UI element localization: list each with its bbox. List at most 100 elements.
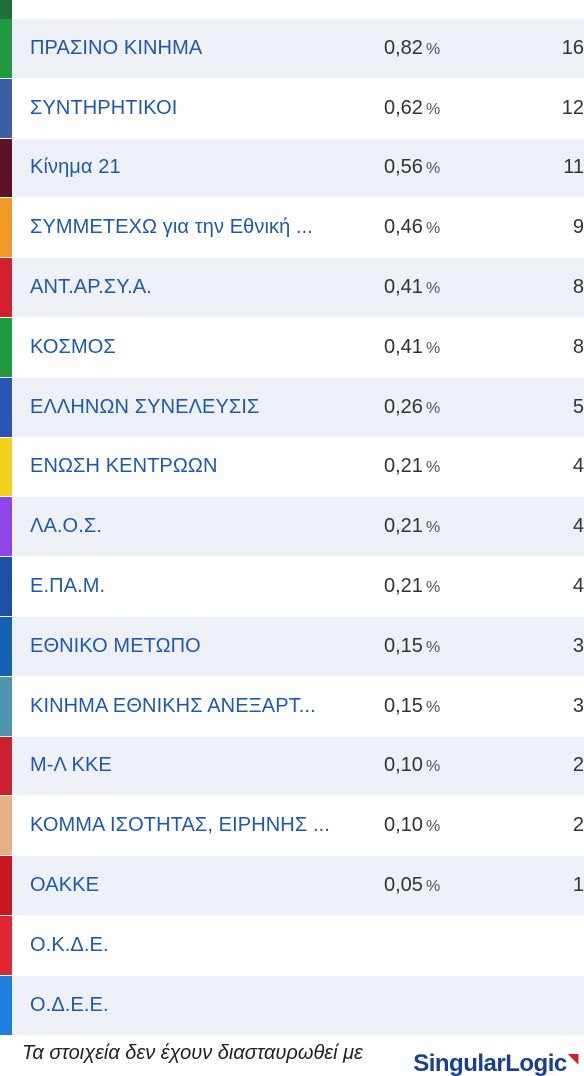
party-color-bar <box>0 377 12 437</box>
result-row[interactable]: ΚΟΣΜΟΣ 0,41% 8 <box>0 317 584 378</box>
party-color-bar <box>0 915 12 975</box>
party-color-bar <box>0 856 12 915</box>
percentage-value: 0,05 <box>384 874 423 897</box>
party-color-bar <box>0 616 12 676</box>
logo-text-logic: Logic <box>505 1050 567 1076</box>
vote-percentage: 0,41% <box>384 336 440 359</box>
seat-count: 4 <box>572 515 584 538</box>
seat-count: 9 <box>572 216 584 239</box>
result-row[interactable]: ΣΥΜΜΕΤΕΧΩ για την Εθνική ... 0,46% 9 <box>0 198 584 259</box>
percent-sign: % <box>425 818 441 836</box>
seat-count: 11 <box>563 156 584 179</box>
percent-sign: % <box>425 459 441 477</box>
percent-sign: % <box>425 878 441 896</box>
percent-sign: % <box>425 40 441 58</box>
party-color-bar <box>0 78 12 138</box>
percentage-value: 0,62 <box>384 96 423 119</box>
percent-sign: % <box>425 519 441 537</box>
vote-percentage: 0,15% <box>384 695 440 718</box>
vote-percentage: 0,10% <box>384 814 440 837</box>
result-row[interactable]: ΠΡΑΣΙΝΟ ΚΙΝΗΜΑ 0,82% 16 <box>0 19 584 79</box>
percentage-value: 0,26 <box>384 395 423 418</box>
result-row[interactable]: ΕΛΛΗΝΩΝ ΣΥΝΕΛΕΥΣΙΣ 0,26% 5 <box>0 377 584 438</box>
vote-percentage: 0,21% <box>384 455 440 478</box>
seat-count: 2 <box>572 814 584 837</box>
result-row[interactable]: ΕΝΩΣΗ ΚΕΝΤΡΩΩΝ 0,21% 4 <box>0 437 584 498</box>
result-row[interactable]: ΚΙΝΗΜΑ ΕΘΝΙΚΗΣ ΑΝΕΞΑΡΤ... 0,15% 3 <box>0 676 584 737</box>
party-color-bar <box>0 497 12 557</box>
party-name[interactable]: ΚΟΜΜΑ ΙΣΟΤΗΤΑΣ, ΕΙΡΗΝΗΣ ... <box>30 814 330 837</box>
party-color-bar <box>0 258 12 317</box>
percentage-value: 0,41 <box>384 276 423 299</box>
result-row[interactable]: Ε.ΠΑ.Μ. 0,21% 4 <box>0 557 584 617</box>
party-name[interactable]: ΟΑΚΚΕ <box>30 874 100 897</box>
percent-sign: % <box>425 100 441 118</box>
party-name[interactable]: ΚΙΝΗΜΑ ΕΘΝΙΚΗΣ ΑΝΕΞΑΡΤ... <box>30 694 316 717</box>
party-name[interactable]: Ο.Δ.Ε.Ε. <box>30 993 109 1016</box>
percentage-value: 0,21 <box>384 575 423 598</box>
vote-percentage: 0,21% <box>384 515 440 538</box>
percentage-value: 0,82 <box>384 36 423 59</box>
result-row[interactable]: Ο.Κ.Δ.Ε. <box>0 915 584 976</box>
vote-percentage: 0,15% <box>384 635 440 658</box>
percent-sign: % <box>425 638 441 656</box>
party-name[interactable]: Κίνημα 21 <box>30 156 121 179</box>
percent-sign: % <box>425 220 441 238</box>
party-color-bar <box>0 19 12 78</box>
percentage-value: 0,15 <box>384 694 423 717</box>
party-name[interactable]: ΠΡΑΣΙΝΟ ΚΙΝΗΜΑ <box>30 36 203 59</box>
result-row[interactable]: Ο.Δ.Ε.Ε. <box>0 975 584 1036</box>
percentage-value: 0,15 <box>384 634 423 657</box>
result-row[interactable]: ΟΑΚΚΕ 0,05% 1 <box>0 856 584 916</box>
percentage-value: 0,10 <box>384 814 423 837</box>
party-name[interactable]: Ο.Κ.Δ.Ε. <box>30 933 109 956</box>
vote-percentage: 0,10% <box>384 754 440 777</box>
previous-row-fragment <box>0 0 584 19</box>
singular-logic-logo[interactable]: SingularLogic◥ <box>413 1050 578 1076</box>
party-color-bar <box>0 437 12 497</box>
party-name[interactable]: ΛΑ.Ο.Σ. <box>30 515 102 538</box>
party-name[interactable]: ΣΥΝΤΗΡΗΤΙΚΟΙ <box>30 96 178 119</box>
party-name[interactable]: ΣΥΜΜΕΤΕΧΩ για την Εθνική ... <box>30 216 313 239</box>
result-row[interactable]: ΕΘΝΙΚΟ ΜΕΤΩΠΟ 0,15% 3 <box>0 616 584 677</box>
vote-percentage: 0,56% <box>384 156 440 179</box>
seat-count: 12 <box>561 96 584 119</box>
seat-count: 3 <box>572 694 584 717</box>
vote-percentage: 0,21% <box>384 575 440 598</box>
seat-count: 16 <box>561 36 584 59</box>
vote-percentage: 0,26% <box>384 396 440 419</box>
result-row[interactable]: ΚΟΜΜΑ ΙΣΟΤΗΤΑΣ, ΕΙΡΗΝΗΣ ... 0,10% 2 <box>0 796 584 857</box>
seat-count: 1 <box>572 874 584 897</box>
result-row[interactable]: ΛΑ.Ο.Σ. 0,21% 4 <box>0 497 584 558</box>
results-table: ΠΡΑΣΙΝΟ ΚΙΝΗΜΑ 0,82% 16 ΣΥΝΤΗΡΗΤΙΚΟΙ 0,62% 12… <box>0 19 584 1036</box>
vote-percentage: 0,46% <box>384 216 440 239</box>
seat-count: 4 <box>572 455 584 478</box>
percentage-value: 0,21 <box>384 455 423 478</box>
percent-sign: % <box>425 160 441 178</box>
vote-percentage: 0,62% <box>384 97 440 120</box>
party-name[interactable]: Μ-Λ ΚΚΕ <box>30 754 112 777</box>
party-name[interactable]: ΚΟΣΜΟΣ <box>30 335 116 358</box>
seat-count: 8 <box>572 276 584 299</box>
party-name[interactable]: ΕΛΛΗΝΩΝ ΣΥΝΕΛΕΥΣΙΣ <box>30 395 260 418</box>
result-row[interactable]: ΑΝΤ.ΑΡ.ΣΥ.Α. 0,41% 8 <box>0 258 584 318</box>
percentage-value: 0,56 <box>384 156 423 179</box>
percent-sign: % <box>425 698 441 716</box>
party-name[interactable]: ΕΝΩΣΗ ΚΕΝΤΡΩΩΝ <box>30 455 218 478</box>
result-row[interactable]: ΣΥΝΤΗΡΗΤΙΚΟΙ 0,62% 12 <box>0 78 584 139</box>
party-color-bar <box>0 317 12 377</box>
vote-percentage: 0,82% <box>384 37 440 60</box>
result-row[interactable]: Κίνημα 21 0,56% 11 <box>0 138 584 199</box>
percent-sign: % <box>425 758 441 776</box>
party-name[interactable]: ΑΝΤ.ΑΡ.ΣΥ.Α. <box>30 276 152 299</box>
party-name[interactable]: ΕΘΝΙΚΟ ΜΕΤΩΠΟ <box>30 634 201 657</box>
party-name[interactable]: Ε.ΠΑ.Μ. <box>30 575 106 598</box>
percent-sign: % <box>425 399 441 417</box>
party-color-bar <box>0 736 12 796</box>
seat-count: 5 <box>572 395 584 418</box>
seat-count: 3 <box>572 634 584 657</box>
percentage-value: 0,41 <box>384 335 423 358</box>
result-row[interactable]: Μ-Λ ΚΚΕ 0,10% 2 <box>0 736 584 797</box>
vote-percentage: 0,41% <box>384 276 440 299</box>
percentage-value: 0,21 <box>384 515 423 538</box>
